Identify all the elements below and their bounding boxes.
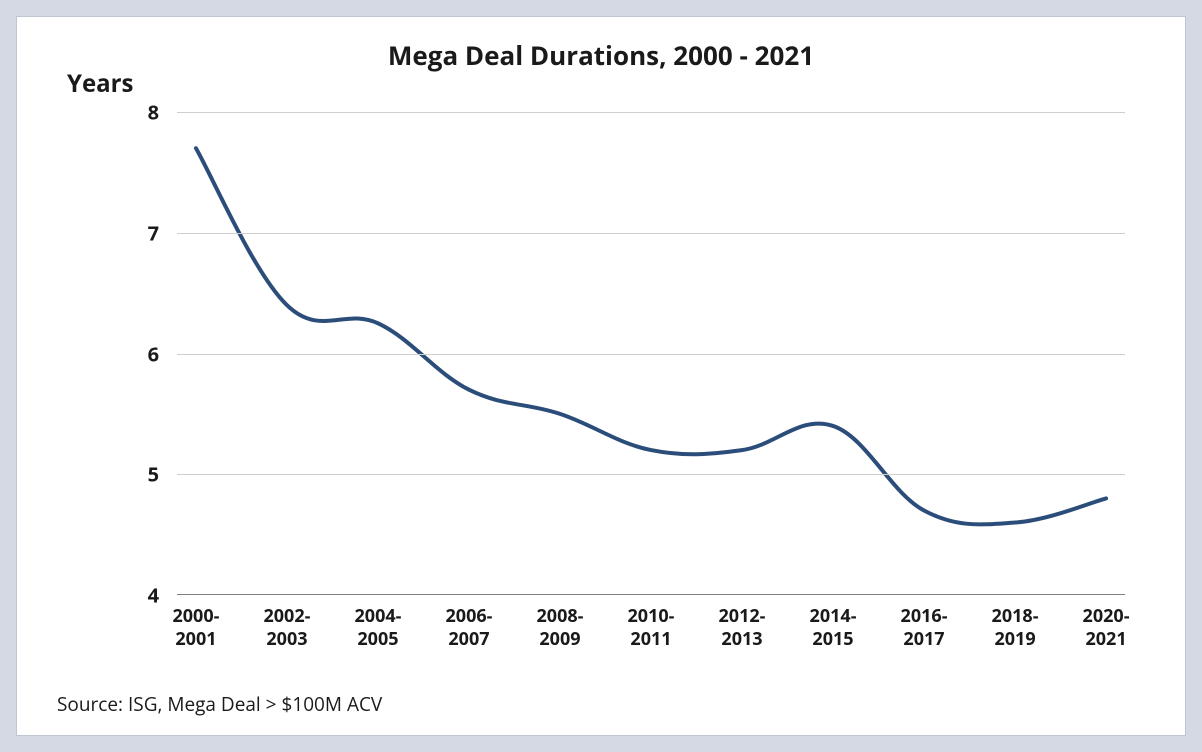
y-tick-label: 7 — [117, 219, 177, 246]
gridline — [177, 474, 1125, 475]
y-tick-label: 8 — [117, 99, 177, 126]
plot-region: 456782000- 20012002- 20032004- 20052006-… — [177, 112, 1125, 595]
source-note: Source: ISG, Mega Deal > $100M ACV — [57, 691, 382, 717]
data-line — [196, 148, 1106, 524]
x-tick-label: 2010- 2011 — [628, 595, 675, 650]
chart-area: Mega Deal Durations, 2000 - 2021 Years 4… — [57, 37, 1145, 665]
y-tick-label: 5 — [117, 461, 177, 488]
chart-panel: Mega Deal Durations, 2000 - 2021 Years 4… — [16, 16, 1186, 736]
x-tick-label: 2016- 2017 — [901, 595, 948, 650]
x-tick-label: 2004- 2005 — [354, 595, 401, 650]
y-tick-label: 4 — [117, 582, 177, 609]
y-axis-title: Years — [67, 67, 133, 100]
gridline — [177, 112, 1125, 113]
gridline — [177, 354, 1125, 355]
x-tick-label: 2002- 2003 — [263, 595, 310, 650]
x-tick-label: 2006- 2007 — [445, 595, 492, 650]
chart-title: Mega Deal Durations, 2000 - 2021 — [57, 37, 1145, 73]
x-tick-label: 2020- 2021 — [1083, 595, 1130, 650]
gridline — [177, 233, 1125, 234]
x-tick-label: 2012- 2013 — [719, 595, 766, 650]
y-tick-label: 6 — [117, 340, 177, 367]
x-tick-label: 2008- 2009 — [537, 595, 584, 650]
x-tick-label: 2000- 2001 — [172, 595, 219, 650]
x-tick-label: 2018- 2019 — [992, 595, 1039, 650]
chart-outer-frame: Mega Deal Durations, 2000 - 2021 Years 4… — [0, 0, 1202, 752]
x-tick-label: 2014- 2015 — [810, 595, 857, 650]
